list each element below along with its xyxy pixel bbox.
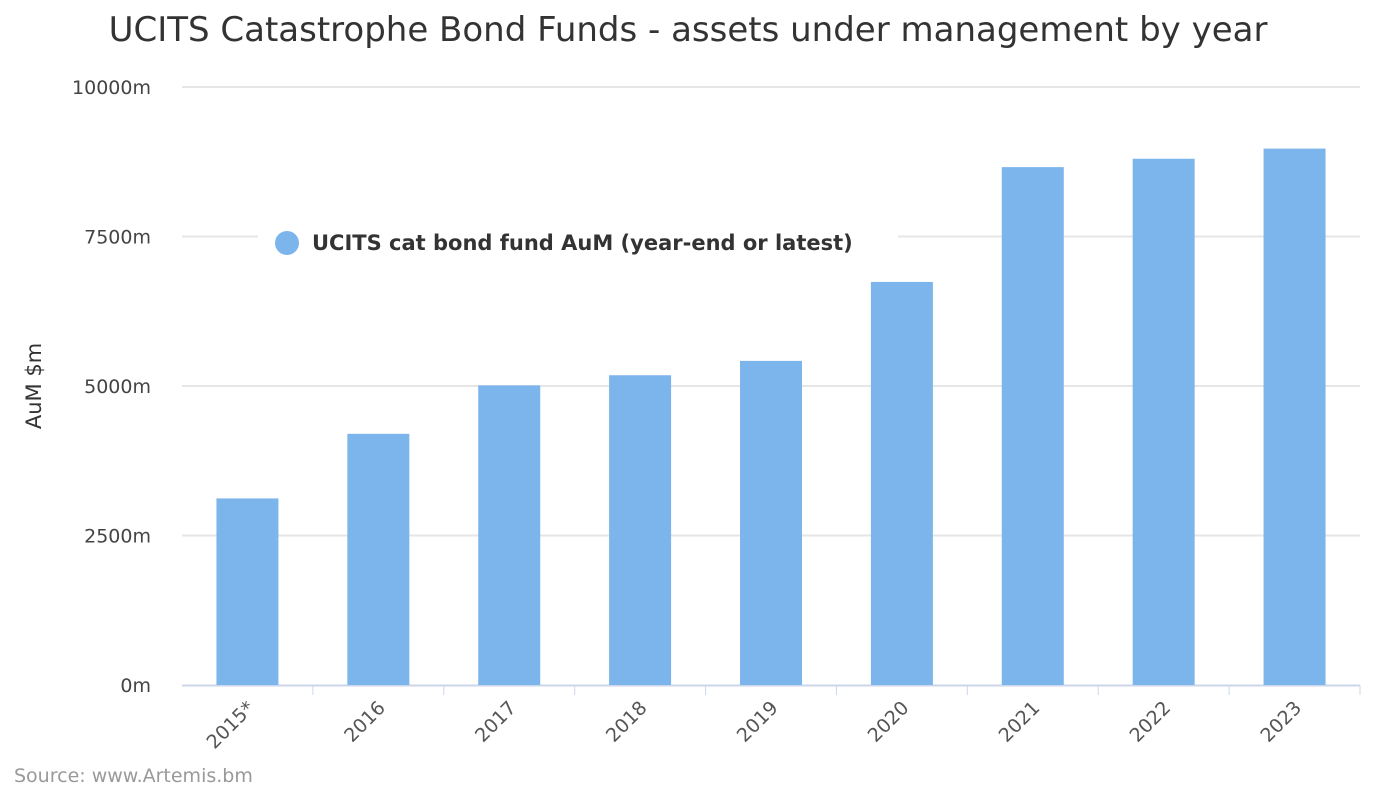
bar-2020: [870, 281, 933, 685]
x-tick-label: 2016: [340, 697, 390, 747]
y-tick-label: 0m: [120, 675, 151, 697]
y-tick-label: 5000m: [84, 376, 151, 398]
x-tick-label: 2017: [471, 697, 521, 747]
x-tick-label: 2023: [1256, 697, 1306, 747]
bar-2021: [1001, 167, 1064, 685]
legend-marker: [275, 231, 299, 255]
bar-2022: [1132, 158, 1195, 685]
bar-2016: [347, 433, 410, 685]
x-tick-label: 2015*: [203, 697, 259, 753]
bar-2019: [740, 360, 802, 685]
y-tick-label: 2500m: [84, 526, 151, 548]
bar-2023: [1263, 148, 1326, 685]
legend-label: UCITS cat bond fund AuM (year-end or lat…: [312, 231, 853, 255]
bar-2017: [478, 385, 541, 685]
bar-2015: [216, 498, 279, 685]
chart-title: UCITS Catastrophe Bond Funds - assets un…: [108, 10, 1268, 50]
y-axis-title: AuM $m: [22, 343, 46, 429]
x-tick-label: 2021: [995, 697, 1045, 747]
x-tick-label: 2018: [602, 697, 652, 747]
y-tick-label: 7500m: [84, 227, 151, 249]
source-credit[interactable]: Source: www.Artemis.bm: [14, 765, 253, 787]
x-tick-label: 2022: [1125, 697, 1175, 747]
bar-2018: [609, 375, 672, 685]
legend-box: [258, 222, 898, 262]
x-tick-label: 2020: [864, 697, 914, 747]
y-tick-label: 10000m: [72, 77, 151, 99]
x-tick-label: 2019: [733, 697, 783, 747]
